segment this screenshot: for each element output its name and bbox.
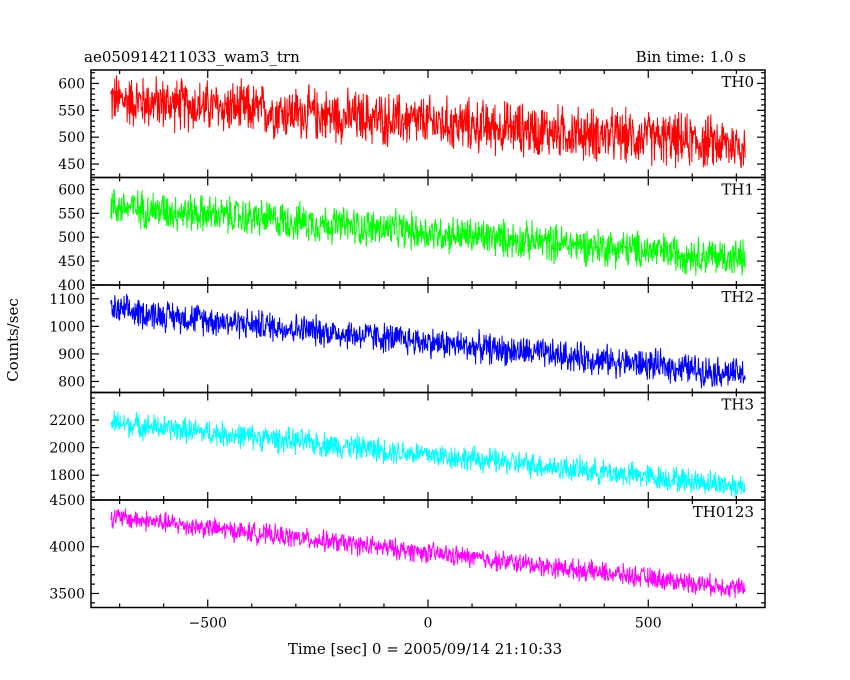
y-tick-label: 550 <box>58 103 85 119</box>
y-tick-label: 500 <box>58 130 85 146</box>
y-tick-label: 1000 <box>49 319 85 335</box>
y-tick-label: 900 <box>58 347 85 363</box>
y-tick-label: 1100 <box>49 292 85 308</box>
panel-th0: TH0 450 500 550 600 <box>58 69 766 179</box>
y-tick-label: 450 <box>58 157 85 173</box>
y-tick-label: 800 <box>58 374 85 390</box>
panel-th0123: TH0123 3500 4000 4500 <box>49 493 766 609</box>
series-line-th2 <box>110 293 746 389</box>
series-line-th0 <box>110 75 746 169</box>
panels-group: TH0 450 500 550 600 TH1 400 450 500 550 600 TH2 800 9… <box>49 69 766 632</box>
panel-th3: TH3 1800 2000 2200 <box>49 391 766 501</box>
y-tick-label: 2000 <box>49 441 85 457</box>
y-tick-label: 550 <box>58 206 85 222</box>
y-tick-label: 4500 <box>49 493 85 509</box>
panel-th1: TH1 400 450 500 550 600 <box>58 176 766 294</box>
chart-title: ae050914211033_wam3_trn <box>84 48 300 66</box>
y-axis-label: Counts/sec <box>4 298 22 382</box>
panel-name-label: TH1 <box>721 181 754 199</box>
series-line-th3 <box>110 410 746 498</box>
y-tick-label: 500 <box>58 230 85 246</box>
panel-name-label: TH0 <box>721 73 754 91</box>
panel-frame <box>90 176 766 286</box>
x-tick-label: 0 <box>424 616 433 632</box>
x-tick-label: 500 <box>635 616 662 632</box>
y-tick-label: 600 <box>58 182 85 198</box>
panel-th2: TH2 800 900 1000 1100 <box>49 284 766 394</box>
series-line-th1 <box>110 187 746 276</box>
y-tick-label: 2200 <box>49 413 85 429</box>
panel-name-label: TH0123 <box>693 503 754 521</box>
panel-name-label: TH3 <box>721 396 754 414</box>
x-axis-label: Time [sec] 0 = 2005/09/14 21:10:33 <box>288 640 562 658</box>
bin-time-label: Bin time: 1.0 s <box>636 48 746 66</box>
x-tick-label: −500 <box>189 616 227 632</box>
y-tick-label: 600 <box>58 76 85 92</box>
y-tick-label: 4000 <box>49 540 85 556</box>
panel-name-label: TH2 <box>721 288 754 306</box>
y-tick-label: 1800 <box>49 468 85 484</box>
y-tick-label: 450 <box>58 254 85 270</box>
y-tick-label: 400 <box>58 278 85 294</box>
series-line-th0123 <box>110 508 746 599</box>
y-tick-label: 3500 <box>49 586 85 602</box>
